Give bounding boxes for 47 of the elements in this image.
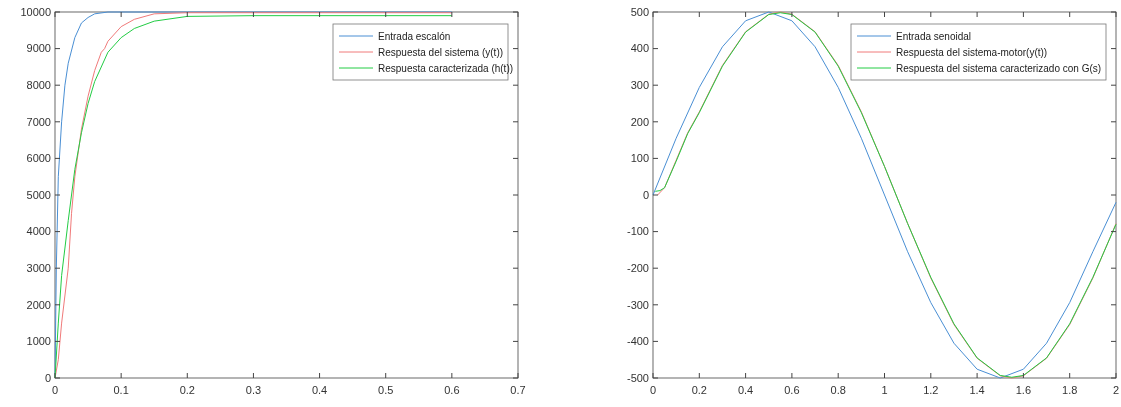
legend-label: Respuesta del sistema-motor(y(t)) <box>896 46 1048 58</box>
x-tick-label: 0.6 <box>784 384 800 396</box>
y-tick-label: -500 <box>626 371 649 384</box>
x-tick-label: 0 <box>51 384 59 396</box>
legend-label: Entrada escalón <box>378 30 451 42</box>
x-tick-label: 0.7 <box>510 384 526 396</box>
y-tick-label: 3000 <box>26 262 51 275</box>
x-tick-label: 0.4 <box>737 384 754 396</box>
y-tick-label: 9000 <box>26 42 51 55</box>
y-tick-label: 0 <box>44 371 51 384</box>
legend-label: Respuesta del sistema caracterizado con G(s) <box>896 62 1102 74</box>
y-tick-label: 300 <box>630 79 649 92</box>
y-tick-label: 500 <box>630 5 649 18</box>
x-tick-label: 0.4 <box>311 384 328 396</box>
y-tick-label: 400 <box>630 42 649 55</box>
y-tick-label: 100 <box>630 152 649 165</box>
x-tick-label: 1 <box>881 384 888 396</box>
x-tick-label: 1.6 <box>1015 384 1032 396</box>
y-tick-label: -100 <box>626 225 649 238</box>
legend-label: Respuesta caracterizada (h(t)) <box>378 62 514 74</box>
x-tick-label: 1.2 <box>923 384 939 396</box>
x-tick-label: 2 <box>1112 384 1120 396</box>
legend-label: Respuesta del sistema (y(t)) <box>378 46 504 58</box>
x-tick-label: 0.5 <box>378 384 394 396</box>
x-tick-label: 1.8 <box>1062 384 1078 396</box>
x-tick-label: 0 <box>649 384 657 396</box>
y-tick-label: 5000 <box>26 188 51 201</box>
x-tick-label: 0.3 <box>245 384 262 396</box>
y-tick-label: 6000 <box>26 152 51 165</box>
x-tick-label: 0.2 <box>691 384 707 396</box>
y-tick-label: -200 <box>626 262 649 275</box>
x-tick-label: 0.2 <box>179 384 195 396</box>
y-tick-label: 0 <box>642 188 649 201</box>
y-tick-label: 7000 <box>26 115 51 128</box>
y-tick-label: -300 <box>626 298 649 311</box>
x-tick-label: 0.1 <box>113 384 129 396</box>
x-tick-label: 0.8 <box>830 384 846 396</box>
y-tick-label: 4000 <box>26 225 51 238</box>
y-tick-label: 1000 <box>26 335 51 348</box>
y-tick-label: 8000 <box>26 79 51 92</box>
x-tick-label: 1.4 <box>969 384 985 396</box>
y-tick-label: 10000 <box>20 5 51 18</box>
y-tick-label: 200 <box>630 115 649 128</box>
y-tick-label: 2000 <box>26 298 51 311</box>
x-tick-label: 0.6 <box>444 384 460 396</box>
legend-label: Entrada senoidal <box>896 30 972 42</box>
y-tick-label: -400 <box>626 335 649 348</box>
